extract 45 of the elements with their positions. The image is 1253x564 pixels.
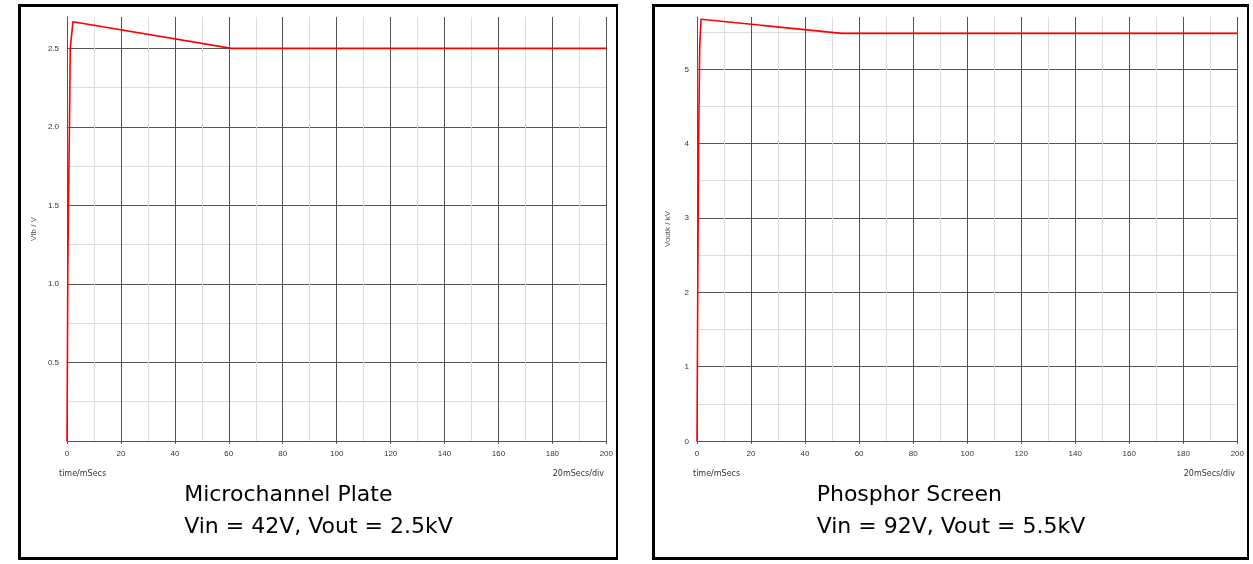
x-tick-label: 60 (854, 448, 865, 458)
text: Vin = 42V, Vout = 2.5kV (184, 512, 453, 538)
line-series (696, 18, 1239, 442)
y-tick-label: 2 (684, 287, 690, 297)
x-tick-label: 0 (64, 448, 70, 458)
y-tick-label: 1.5 (47, 200, 60, 210)
x-tick-label: 80 (278, 448, 288, 458)
text: 20mSecs/div (552, 468, 605, 478)
x-axis-title: time/mSecs (693, 468, 741, 478)
y-tick-label: 0 (684, 436, 690, 446)
x-tick-label: 100 (329, 448, 344, 458)
y-axis-title: Voutk / kV (662, 210, 672, 248)
x-axis-title: time/mSecs (59, 468, 107, 478)
x-tick-label: 20 (116, 448, 126, 458)
x-tick-label: 0 (694, 448, 700, 458)
x-tick-label: 140 (1068, 448, 1083, 458)
x-tick-label: 100 (960, 448, 975, 458)
x-tick-label: 140 (437, 448, 452, 458)
y-tick-label: 2.5 (47, 43, 60, 53)
x-tick-label: 120 (383, 448, 398, 458)
x-tick-label: 40 (170, 448, 180, 458)
x-tick-label: 120 (1014, 448, 1029, 458)
x-tick-label: 160 (1122, 448, 1137, 458)
x-tick-label: 60 (224, 448, 234, 458)
x-tick-label: 160 (491, 448, 506, 458)
y-tick-label: 4 (684, 138, 690, 148)
x-tick-label: 200 (1230, 448, 1245, 458)
y-tick-label: 1 (684, 362, 690, 372)
x-tick-label: 180 (1176, 448, 1191, 458)
text: 20mSecs/div (1183, 468, 1236, 478)
text: Microchannel Plate (184, 480, 393, 506)
x-tick-label: 200 (599, 448, 614, 458)
y-tick-label: 3 (684, 213, 690, 223)
line-series (66, 20, 608, 442)
x-tick-label: 40 (800, 448, 811, 458)
x-tick-label: 180 (545, 448, 560, 458)
y-tick-label: 5 (684, 64, 690, 74)
y-tick-label: 0.5 (47, 357, 60, 367)
x-tick-label: 20 (746, 448, 757, 458)
y-axis-title: Vfb / V (28, 216, 38, 242)
text: Vin = 92V, Vout = 5.5kV (816, 512, 1086, 538)
y-tick-label: 2.0 (47, 122, 60, 132)
text: Phosphor Screen (816, 480, 1002, 506)
y-tick-label: 1.0 (47, 279, 60, 289)
x-tick-label: 80 (908, 448, 919, 458)
